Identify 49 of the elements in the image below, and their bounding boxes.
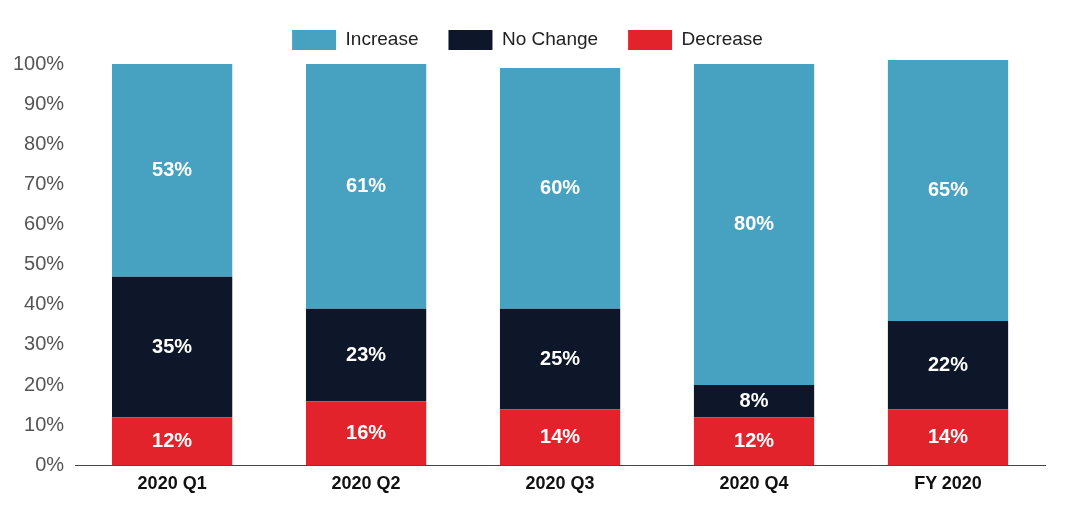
legend-label: No Change bbox=[501, 28, 599, 50]
y-tick-label: 80% bbox=[24, 131, 65, 154]
bar bbox=[305, 308, 427, 402]
y-tick-label: 0% bbox=[35, 452, 65, 475]
x-tick-label: 2020 Q1 bbox=[137, 473, 207, 494]
data-label: 14% bbox=[928, 424, 969, 447]
legend-label: Decrease bbox=[681, 28, 763, 50]
bar bbox=[112, 64, 233, 277]
x-tick-label: 2020 Q4 bbox=[719, 473, 789, 494]
x-tick-label: 2020 Q2 bbox=[331, 473, 401, 494]
legend-label: Increase bbox=[345, 28, 419, 50]
data-label: 80% bbox=[734, 212, 775, 235]
data-label: 12% bbox=[152, 428, 193, 451]
bar bbox=[499, 308, 621, 410]
y-tick-label: 70% bbox=[24, 171, 65, 194]
data-label: 16% bbox=[346, 420, 387, 443]
data-label: 8% bbox=[739, 388, 769, 411]
data-label: 25% bbox=[540, 346, 581, 369]
data-label: 12% bbox=[734, 428, 775, 451]
y-tick-label: 50% bbox=[24, 252, 65, 275]
x-tick-label: 2020 Q3 bbox=[525, 473, 595, 494]
data-label: 61% bbox=[346, 173, 387, 196]
y-tick-label: 40% bbox=[24, 292, 65, 315]
y-tick-label: 60% bbox=[24, 212, 65, 235]
data-label: 53% bbox=[152, 157, 193, 180]
y-tick-label: 100% bbox=[13, 51, 65, 74]
data-label: 35% bbox=[152, 334, 193, 357]
bar bbox=[305, 64, 427, 309]
y-tick-label: 90% bbox=[24, 91, 65, 114]
bar bbox=[112, 276, 233, 418]
bar bbox=[887, 320, 1009, 410]
bar bbox=[499, 68, 621, 309]
bar bbox=[305, 401, 427, 466]
bar bbox=[112, 417, 233, 466]
y-tick-label: 30% bbox=[24, 332, 65, 355]
y-tick-label: 10% bbox=[24, 412, 65, 435]
bar bbox=[693, 64, 815, 386]
data-label: 65% bbox=[928, 177, 969, 200]
bar bbox=[887, 409, 1009, 466]
data-label: 60% bbox=[540, 175, 581, 198]
bar bbox=[499, 409, 621, 466]
x-tick-label: FY 2020 bbox=[914, 473, 982, 494]
y-tick-label: 20% bbox=[24, 372, 65, 395]
data-label: 23% bbox=[346, 342, 387, 365]
data-label: 14% bbox=[540, 424, 581, 447]
bar bbox=[693, 385, 815, 418]
bar bbox=[693, 417, 815, 466]
bar bbox=[887, 60, 1009, 321]
data-label: 22% bbox=[928, 352, 969, 375]
